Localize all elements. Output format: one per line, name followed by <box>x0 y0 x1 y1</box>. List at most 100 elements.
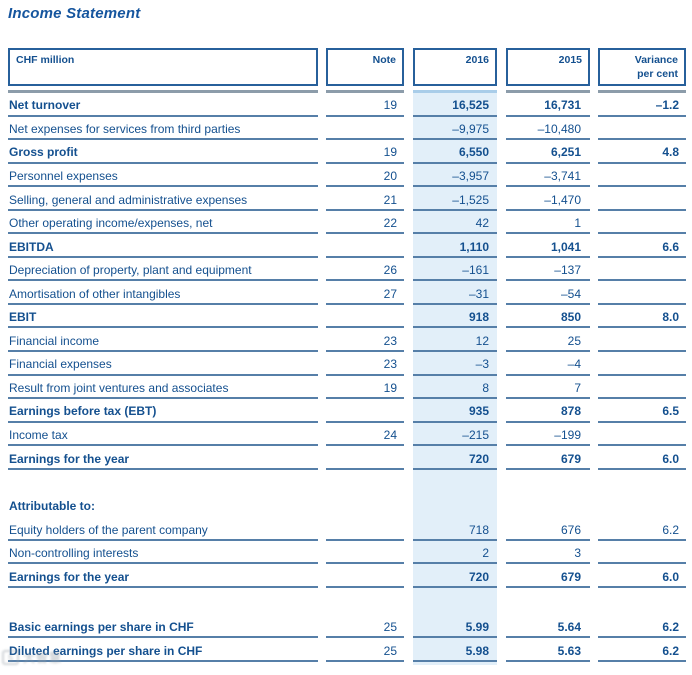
row-note <box>326 254 404 258</box>
table-row: Financial expenses 23 –3 –4 <box>8 352 686 376</box>
row-label: Diluted earnings per share in CHF <box>8 644 318 663</box>
row-label: Other operating income/expenses, net <box>8 216 318 235</box>
row-variance: –1.2 <box>598 99 686 117</box>
column-2016-highlight <box>413 93 497 665</box>
row-variance <box>598 442 686 447</box>
row-note: 19 <box>326 146 404 164</box>
header-unit-label: CHF million <box>8 48 318 86</box>
row-value-2016: 5.99 <box>413 621 497 639</box>
row-variance <box>598 230 686 235</box>
section-spacer <box>8 588 686 615</box>
row-value-2016: 8 <box>413 381 497 400</box>
row-label: Amortisation of other intangibles <box>8 287 318 305</box>
row-value-2015: 16,731 <box>506 99 590 117</box>
table-row: Equity holders of the parent company 718… <box>8 517 686 541</box>
row-note <box>326 537 404 541</box>
table-header-row: CHF million Note 2016 2015 Variance per … <box>8 48 686 93</box>
row-value-2016: –3 <box>413 358 497 376</box>
row-variance: 8.0 <box>598 311 686 329</box>
watermark-text: 大智慧 <box>23 651 63 665</box>
row-note: 19 <box>326 381 404 400</box>
row-note <box>326 560 404 565</box>
row-value-2016: 720 <box>413 452 497 470</box>
row-note: 23 <box>326 334 404 353</box>
row-label: Earnings for the year <box>8 570 318 588</box>
row-note <box>326 419 404 423</box>
row-value-2015: 5.64 <box>506 621 590 639</box>
row-value-2016: –1,525 <box>413 193 497 211</box>
table-row: Non-controlling interests 2 3 <box>8 541 686 565</box>
header-cell-unit: CHF million <box>8 48 318 93</box>
row-note <box>326 466 404 470</box>
table-row: Selling, general and administrative expe… <box>8 187 686 211</box>
header-rule <box>326 90 404 93</box>
table-row: Attributable to: <box>8 494 686 518</box>
watermark-logo-icon: 5 <box>2 650 19 665</box>
row-value-2015: 3 <box>506 547 590 565</box>
row-variance <box>598 277 686 282</box>
table-row: Basic earnings per share in CHF 25 5.99 … <box>8 615 686 639</box>
row-note: 20 <box>326 169 404 188</box>
row-label: Attributable to: <box>9 499 95 514</box>
row-label: Non-controlling interests <box>8 547 318 565</box>
header-rule <box>506 90 590 93</box>
table-row: Net turnover 19 16,525 16,731 –1.2 <box>8 93 686 117</box>
header-note-label: Note <box>326 48 404 86</box>
header-variance-label: Variance per cent <box>598 48 686 86</box>
row-value-2015: 25 <box>506 334 590 353</box>
row-label: Depreciation of property, plant and equi… <box>8 264 318 282</box>
row-label: Financial expenses <box>8 358 318 376</box>
row-variance <box>598 560 686 565</box>
row-value-2015: –1,470 <box>506 193 590 211</box>
table-row: Gross profit 19 6,550 6,251 4.8 <box>8 140 686 164</box>
row-value-2016: –31 <box>413 287 497 305</box>
row-variance <box>598 395 686 400</box>
row-value-2015: 878 <box>506 405 590 423</box>
row-value-2015: 1 <box>506 216 590 235</box>
table-body: Net turnover 19 16,525 16,731 –1.2 Net e… <box>8 93 686 663</box>
row-label: Net expenses for services from third par… <box>8 122 318 141</box>
table-row: Earnings for the year 720 679 6.0 <box>8 564 686 588</box>
row-variance: 6.6 <box>598 240 686 258</box>
row-note: 25 <box>326 621 404 639</box>
row-label: Earnings before tax (EBT) <box>8 405 318 423</box>
watermark: 5 大智慧 <box>2 649 62 666</box>
row-value-2016: 2 <box>413 547 497 565</box>
row-value-2016: 720 <box>413 570 497 588</box>
table-row: Depreciation of property, plant and equi… <box>8 258 686 282</box>
table-row: Diluted earnings per share in CHF 25 5.9… <box>8 638 686 663</box>
row-label: Personnel expenses <box>8 169 318 188</box>
row-value-2015: 679 <box>506 570 590 588</box>
row-value-2016: 12 <box>413 334 497 353</box>
row-note: 23 <box>326 358 404 376</box>
row-note: 22 <box>326 216 404 235</box>
header-rule <box>8 90 318 93</box>
row-variance: 6.2 <box>598 621 686 639</box>
row-value-2016: 6,550 <box>413 146 497 164</box>
row-note: 27 <box>326 287 404 305</box>
row-variance <box>598 301 686 305</box>
row-variance: 6.5 <box>598 405 686 423</box>
row-variance: 4.8 <box>598 146 686 164</box>
table-row: Net expenses for services from third par… <box>8 117 686 141</box>
row-label: EBIT <box>8 311 318 329</box>
row-value-2016: 42 <box>413 216 497 235</box>
row-label: Result from joint ventures and associate… <box>8 381 318 400</box>
row-value-2016: 718 <box>413 523 497 541</box>
row-value-2016: –215 <box>413 428 497 447</box>
row-label: Selling, general and administrative expe… <box>8 193 318 211</box>
row-value-2015: –137 <box>506 264 590 282</box>
row-variance <box>598 207 686 211</box>
row-label: Gross profit <box>8 146 318 164</box>
table-row: Earnings for the year 720 679 6.0 <box>8 446 686 470</box>
row-value-2015: 850 <box>506 311 590 329</box>
row-value-2016: –9,975 <box>413 122 497 141</box>
row-variance: 6.2 <box>598 523 686 541</box>
row-value-2015: –3,741 <box>506 169 590 188</box>
header-2016-label: 2016 <box>413 48 497 86</box>
row-value-2015: 7 <box>506 381 590 400</box>
row-label: Equity holders of the parent company <box>8 523 318 541</box>
row-value-2016: 935 <box>413 405 497 423</box>
table-row: EBIT 918 850 8.0 <box>8 305 686 329</box>
